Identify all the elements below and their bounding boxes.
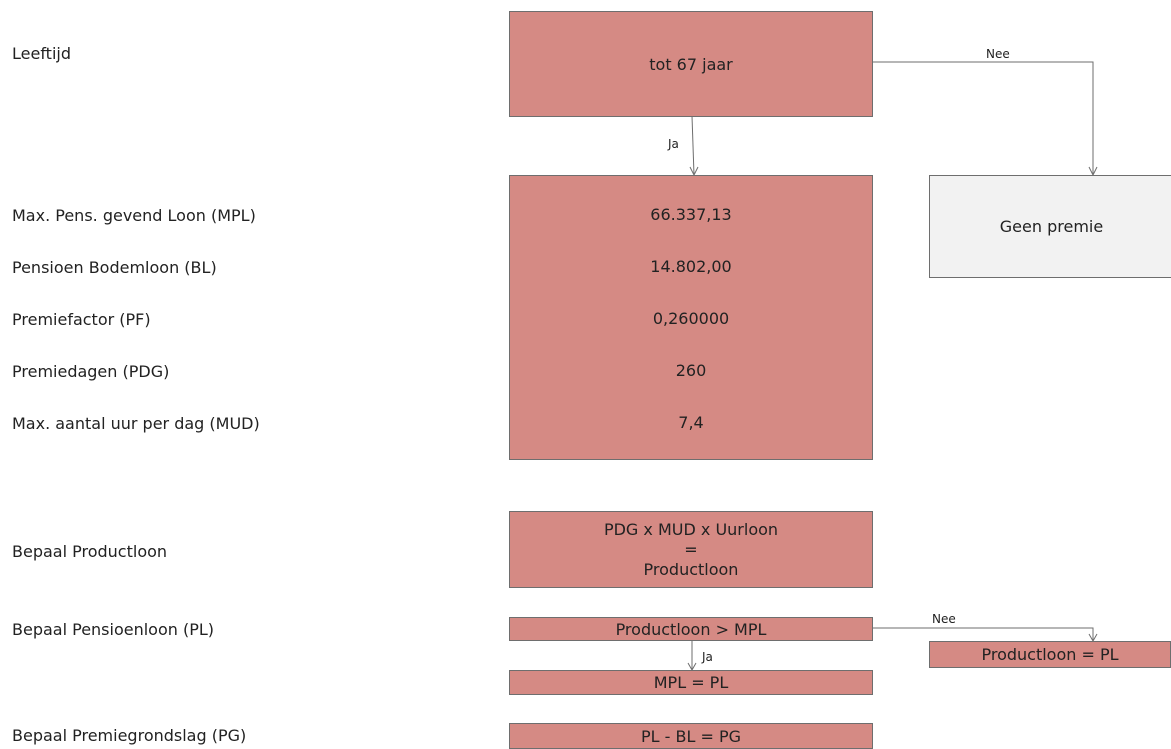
pl-yes-box: MPL = PL: [509, 670, 873, 695]
edge-age-yes: [691, 115, 695, 176]
pl-check-box: Productloon > MPL: [509, 617, 873, 641]
label-leeftijd: Leeftijd: [12, 44, 71, 63]
edge-label-age-no: Nee: [986, 47, 1010, 61]
edge-label-pl-no: Nee: [932, 612, 956, 626]
no-premium-text: Geen premie: [999, 217, 1104, 236]
edge-label-age-yes: Ja: [668, 137, 679, 151]
pl-yes-text: MPL = PL: [653, 673, 729, 692]
pl-check-text: Productloon > MPL: [615, 619, 767, 639]
value-pf: 0,260000: [652, 309, 730, 328]
pg-box: PL - BL = PG: [509, 723, 873, 749]
label-mud: Max. aantal uur per dag (MUD): [12, 414, 260, 433]
value-mpl: 66.337,13: [650, 205, 732, 224]
no-premium-box: Geen premie: [929, 175, 1171, 278]
value-mud: 7,4: [678, 413, 704, 432]
value-pdg: 260: [675, 361, 707, 380]
edge-label-pl-yes: Ja: [702, 650, 713, 664]
pl-no-box: Productloon = PL: [929, 641, 1171, 668]
label-mpl: Max. Pens. gevend Loon (MPL): [12, 206, 256, 225]
label-pf: Premiefactor (PF): [12, 310, 151, 329]
label-bl: Pensioen Bodemloon (BL): [12, 258, 217, 277]
product-formula-line2: =: [684, 539, 698, 559]
edge-pl-no: [872, 627, 1094, 641]
label-premiegrondslag: Bepaal Premiegrondslag (PG): [12, 726, 247, 745]
age-box-text: tot 67 jaar: [649, 54, 733, 74]
label-pdg: Premiedagen (PDG): [12, 362, 170, 381]
pg-text: PL - BL = PG: [640, 726, 742, 746]
edge-age-no: [872, 61, 1094, 175]
value-bl: 14.802,00: [650, 257, 732, 276]
label-productloon: Bepaal Productloon: [12, 542, 168, 561]
product-formula-line1: PDG x MUD x Uurloon: [603, 519, 779, 539]
label-pensioenloon: Bepaal Pensioenloon (PL): [12, 620, 215, 639]
product-formula-box: PDG x MUD x Uurloon = Productloon: [509, 511, 873, 588]
age-box: tot 67 jaar: [509, 11, 873, 117]
pl-no-text: Productloon = PL: [981, 645, 1119, 664]
values-box: 66.337,13 14.802,00 0,260000 260 7,4: [509, 175, 873, 460]
product-formula-line3: Productloon: [643, 559, 739, 579]
